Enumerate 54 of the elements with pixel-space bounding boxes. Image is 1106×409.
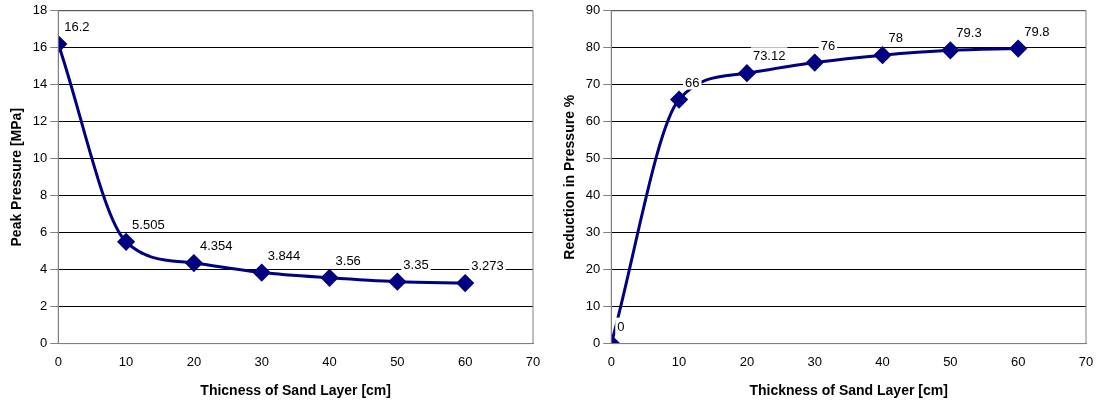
x-axis-title: Thickness of Sand Layer [cm] (749, 382, 948, 399)
data-label: 16.2 (64, 19, 90, 35)
y-tick-label: 0 (593, 335, 601, 351)
y-axis-title: Reduction in Pressure % (561, 94, 578, 260)
data-label: 73.12 (752, 48, 786, 64)
x-tick-label: 20 (186, 353, 202, 369)
y-tick-label: 12 (32, 113, 48, 129)
data-label: 66 (685, 74, 700, 90)
x-tick-label: 30 (807, 353, 822, 369)
y-tick-label: 30 (585, 224, 601, 240)
x-tick-label: 70 (525, 353, 541, 369)
x-axis-title: Thicness of Sand Layer [cm] (200, 382, 391, 399)
data-label: 0 (617, 318, 625, 334)
data-label: 4.354 (199, 238, 233, 254)
x-tick-label: 0 (607, 353, 615, 369)
y-tick-label: 70 (585, 76, 601, 92)
data-label: 79.3 (956, 25, 982, 41)
y-tick-label: 10 (32, 150, 48, 166)
data-label: 3.844 (267, 247, 301, 263)
x-tick-label: 20 (739, 353, 755, 369)
data-label: 5.505 (132, 216, 165, 232)
data-label: 3.56 (335, 252, 361, 268)
y-tick-label: 4 (40, 261, 48, 277)
y-axis-title: Peak Pressure [MPa] (8, 107, 25, 247)
data-label: 78 (888, 30, 904, 46)
x-tick-label: 50 (390, 353, 405, 369)
x-tick-label: 0 (54, 353, 62, 369)
y-tick-label: 0 (40, 335, 48, 351)
y-tick-label: 40 (585, 187, 601, 203)
x-tick-label: 50 (943, 353, 958, 369)
x-tick-label: 70 (1078, 353, 1094, 369)
y-tick-label: 80 (585, 39, 601, 55)
y-tick-label: 10 (585, 298, 601, 314)
x-tick-label: 60 (1010, 353, 1026, 369)
x-tick-label: 40 (322, 353, 337, 369)
y-tick-label: 90 (585, 2, 601, 18)
y-tick-label: 2 (40, 298, 48, 314)
y-tick-label: 60 (585, 113, 601, 129)
y-tick-label: 8 (40, 187, 48, 203)
y-tick-label: 6 (40, 224, 48, 240)
x-tick-label: 30 (254, 353, 269, 369)
x-tick-label: 10 (118, 353, 134, 369)
x-tick-label: 40 (875, 353, 890, 369)
y-tick-label: 18 (32, 2, 48, 18)
data-label: 3.273 (471, 258, 504, 274)
x-tick-label: 60 (457, 353, 473, 369)
y-tick-label: 20 (585, 261, 601, 277)
y-tick-label: 50 (585, 150, 601, 166)
y-tick-label: 14 (32, 76, 48, 92)
y-tick-label: 16 (32, 39, 48, 55)
x-tick-label: 10 (671, 353, 687, 369)
data-label: 79.8 (1024, 23, 1050, 39)
data-label: 3.35 (403, 256, 429, 272)
data-label: 76 (820, 37, 836, 53)
